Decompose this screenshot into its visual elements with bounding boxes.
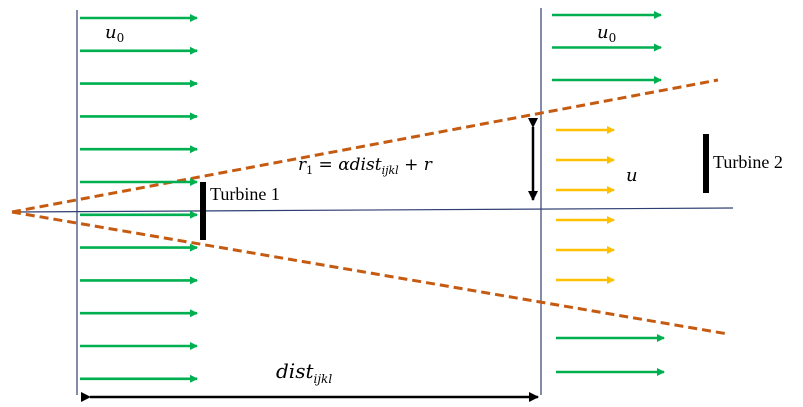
distance-label: distijkl	[276, 359, 332, 386]
free-stream-arrows-downstream-top	[552, 11, 662, 84]
wake-velocity-label: u	[626, 165, 638, 186]
free-stream-arrows-upstream	[80, 14, 198, 383]
wake-radius-formula: r1 = αdistijkl + r	[298, 155, 433, 177]
u0-label-upstream: u0	[105, 22, 124, 45]
wake-upper-boundary	[11, 78, 719, 214]
turbine-1-label: Turbine 1	[210, 184, 280, 204]
turbine-2-rotor	[703, 134, 709, 193]
free-stream-arrows-downstream-bottom	[556, 334, 665, 376]
turbine-1-rotor	[200, 182, 206, 240]
wake-velocity-arrows	[556, 126, 615, 284]
wake-lower-boundary	[11, 210, 729, 336]
u0-label-downstream: u0	[597, 22, 616, 45]
turbine-2-label: Turbine 2	[713, 152, 783, 172]
rotor-axis-line	[11, 207, 734, 213]
